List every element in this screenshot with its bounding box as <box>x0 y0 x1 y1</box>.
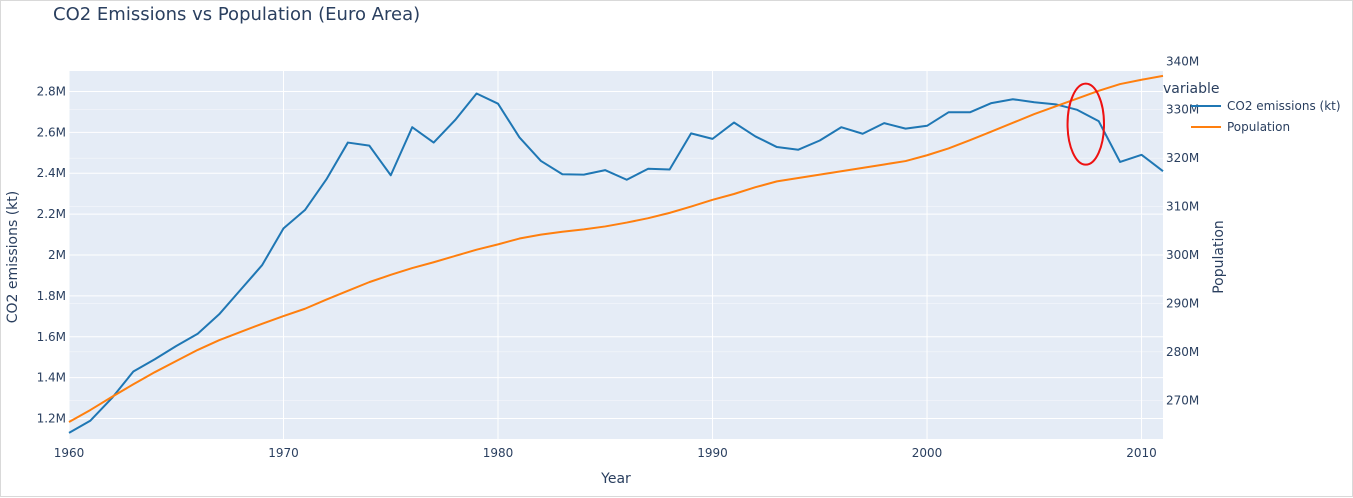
y2-tick-label: 340M <box>1166 54 1199 68</box>
x-axis-title: Year <box>600 471 631 487</box>
population-line <box>68 74 1164 423</box>
axes: 1960 1970 1980 1990 2000 2010 1.2M 1.4M 1.6M 1.8M… <box>37 54 1200 460</box>
legend-item[interactable]: CO2 emissions (kt) <box>1191 99 1341 113</box>
x-tick-label: 1970 <box>268 446 299 460</box>
x-tick-label: 1990 <box>697 446 728 460</box>
y-tick-label: 1.6M <box>37 330 66 344</box>
y2-tick-label: 290M <box>1166 296 1199 310</box>
y2-tick-label: 280M <box>1166 345 1199 359</box>
legend[interactable]: variable CO2 emissions (kt) Population <box>1163 81 1341 134</box>
legend-item-label: Population <box>1227 120 1290 134</box>
chart-title: CO2 Emissions vs Population (Euro Area) <box>53 4 420 25</box>
y-axis-title: CO2 emissions (kt) <box>5 191 21 323</box>
y-tick-label: 2.2M <box>37 207 66 221</box>
y2-tick-label: 310M <box>1166 200 1199 214</box>
series-layer <box>68 74 1164 434</box>
legend-item[interactable]: Population <box>1191 120 1290 134</box>
x-tick-label: 1980 <box>483 446 514 460</box>
y2-tick-label: 300M <box>1166 248 1199 262</box>
legend-item-label: CO2 emissions (kt) <box>1227 99 1341 113</box>
y2-tick-label: 320M <box>1166 151 1199 165</box>
annotation-layer <box>1066 82 1106 166</box>
y-tick-label: 1.2M <box>37 412 66 426</box>
y2-tick-label: 330M <box>1166 103 1199 117</box>
legend-title: variable <box>1163 81 1219 97</box>
y-tick-label: 1.8M <box>37 289 66 303</box>
x-tick-label: 2010 <box>1126 446 1157 460</box>
y2-axis-title: Population <box>1211 220 1227 294</box>
co2-emissions-line <box>68 92 1164 434</box>
y-tick-label: 2.4M <box>37 166 66 180</box>
y-tick-label: 2M <box>48 248 66 262</box>
highlight-ellipse <box>1066 82 1106 166</box>
y-tick-label: 2.8M <box>37 84 66 98</box>
y2-tick-label: 270M <box>1166 393 1199 407</box>
x-tick-label: 2000 <box>912 446 943 460</box>
y-tick-label: 2.6M <box>37 125 66 139</box>
gridlines <box>68 71 1163 439</box>
x-tick-label: 1960 <box>54 446 85 460</box>
y-tick-label: 1.4M <box>37 371 66 385</box>
